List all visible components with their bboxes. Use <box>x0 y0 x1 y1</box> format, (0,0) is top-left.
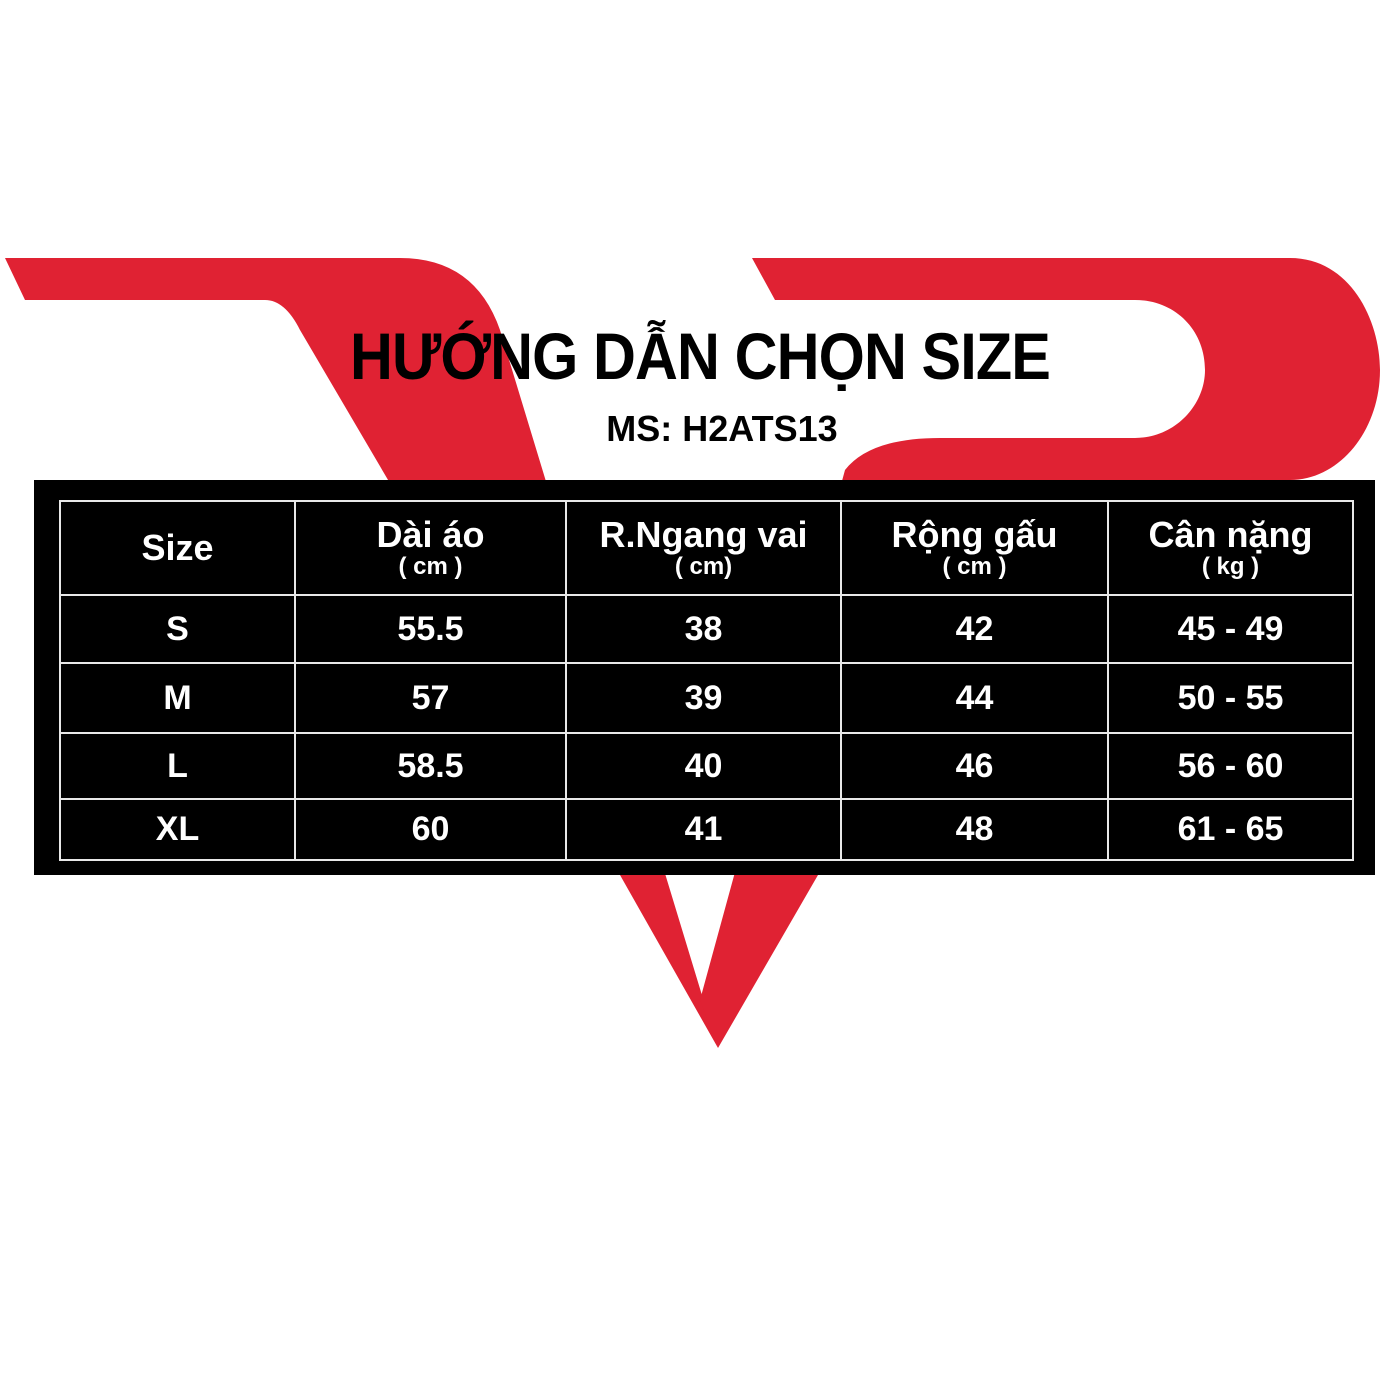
cell: 48 <box>840 798 1109 861</box>
header-size: Size <box>59 500 296 596</box>
cell: 38 <box>565 594 842 664</box>
table-row: M 57 39 44 50 - 55 <box>59 662 1354 734</box>
cell: 41 <box>565 798 842 861</box>
header-hem: Rộng gấu( cm ) <box>840 500 1109 596</box>
table-row: S 55.5 38 42 45 - 49 <box>59 594 1354 664</box>
cell: L <box>59 732 296 800</box>
cell: 60 <box>294 798 567 861</box>
cell: 46 <box>840 732 1109 800</box>
cell: 57 <box>294 662 567 734</box>
cell: 39 <box>565 662 842 734</box>
table-header-row: Size Dài áo( cm ) R.Ngang vai( cm) Rộng … <box>59 500 1354 596</box>
cell: 45 - 49 <box>1107 594 1354 664</box>
cell: 50 - 55 <box>1107 662 1354 734</box>
header-shoulder: R.Ngang vai( cm) <box>565 500 842 596</box>
header-weight: Cân nặng( kg ) <box>1107 500 1354 596</box>
cell: 40 <box>565 732 842 800</box>
cell: 44 <box>840 662 1109 734</box>
table-row: L 58.5 40 46 56 - 60 <box>59 732 1354 800</box>
cell: XL <box>59 798 296 861</box>
header-length: Dài áo( cm ) <box>294 500 567 596</box>
cell: 61 - 65 <box>1107 798 1354 861</box>
cell: 55.5 <box>294 594 567 664</box>
cell: 58.5 <box>294 732 567 800</box>
cell: M <box>59 662 296 734</box>
size-table: Size Dài áo( cm ) R.Ngang vai( cm) Rộng … <box>59 500 1354 861</box>
size-table-container: Size Dài áo( cm ) R.Ngang vai( cm) Rộng … <box>34 480 1375 875</box>
product-code: MS: H2ATS13 <box>606 408 838 449</box>
cell: S <box>59 594 296 664</box>
page-title: HƯỚNG DẪN CHỌN SIZE <box>350 319 1051 393</box>
logo-right-stroke <box>700 258 1380 1048</box>
table-row: XL 60 41 48 61 - 65 <box>59 798 1354 861</box>
cell: 42 <box>840 594 1109 664</box>
cell: 56 - 60 <box>1107 732 1354 800</box>
